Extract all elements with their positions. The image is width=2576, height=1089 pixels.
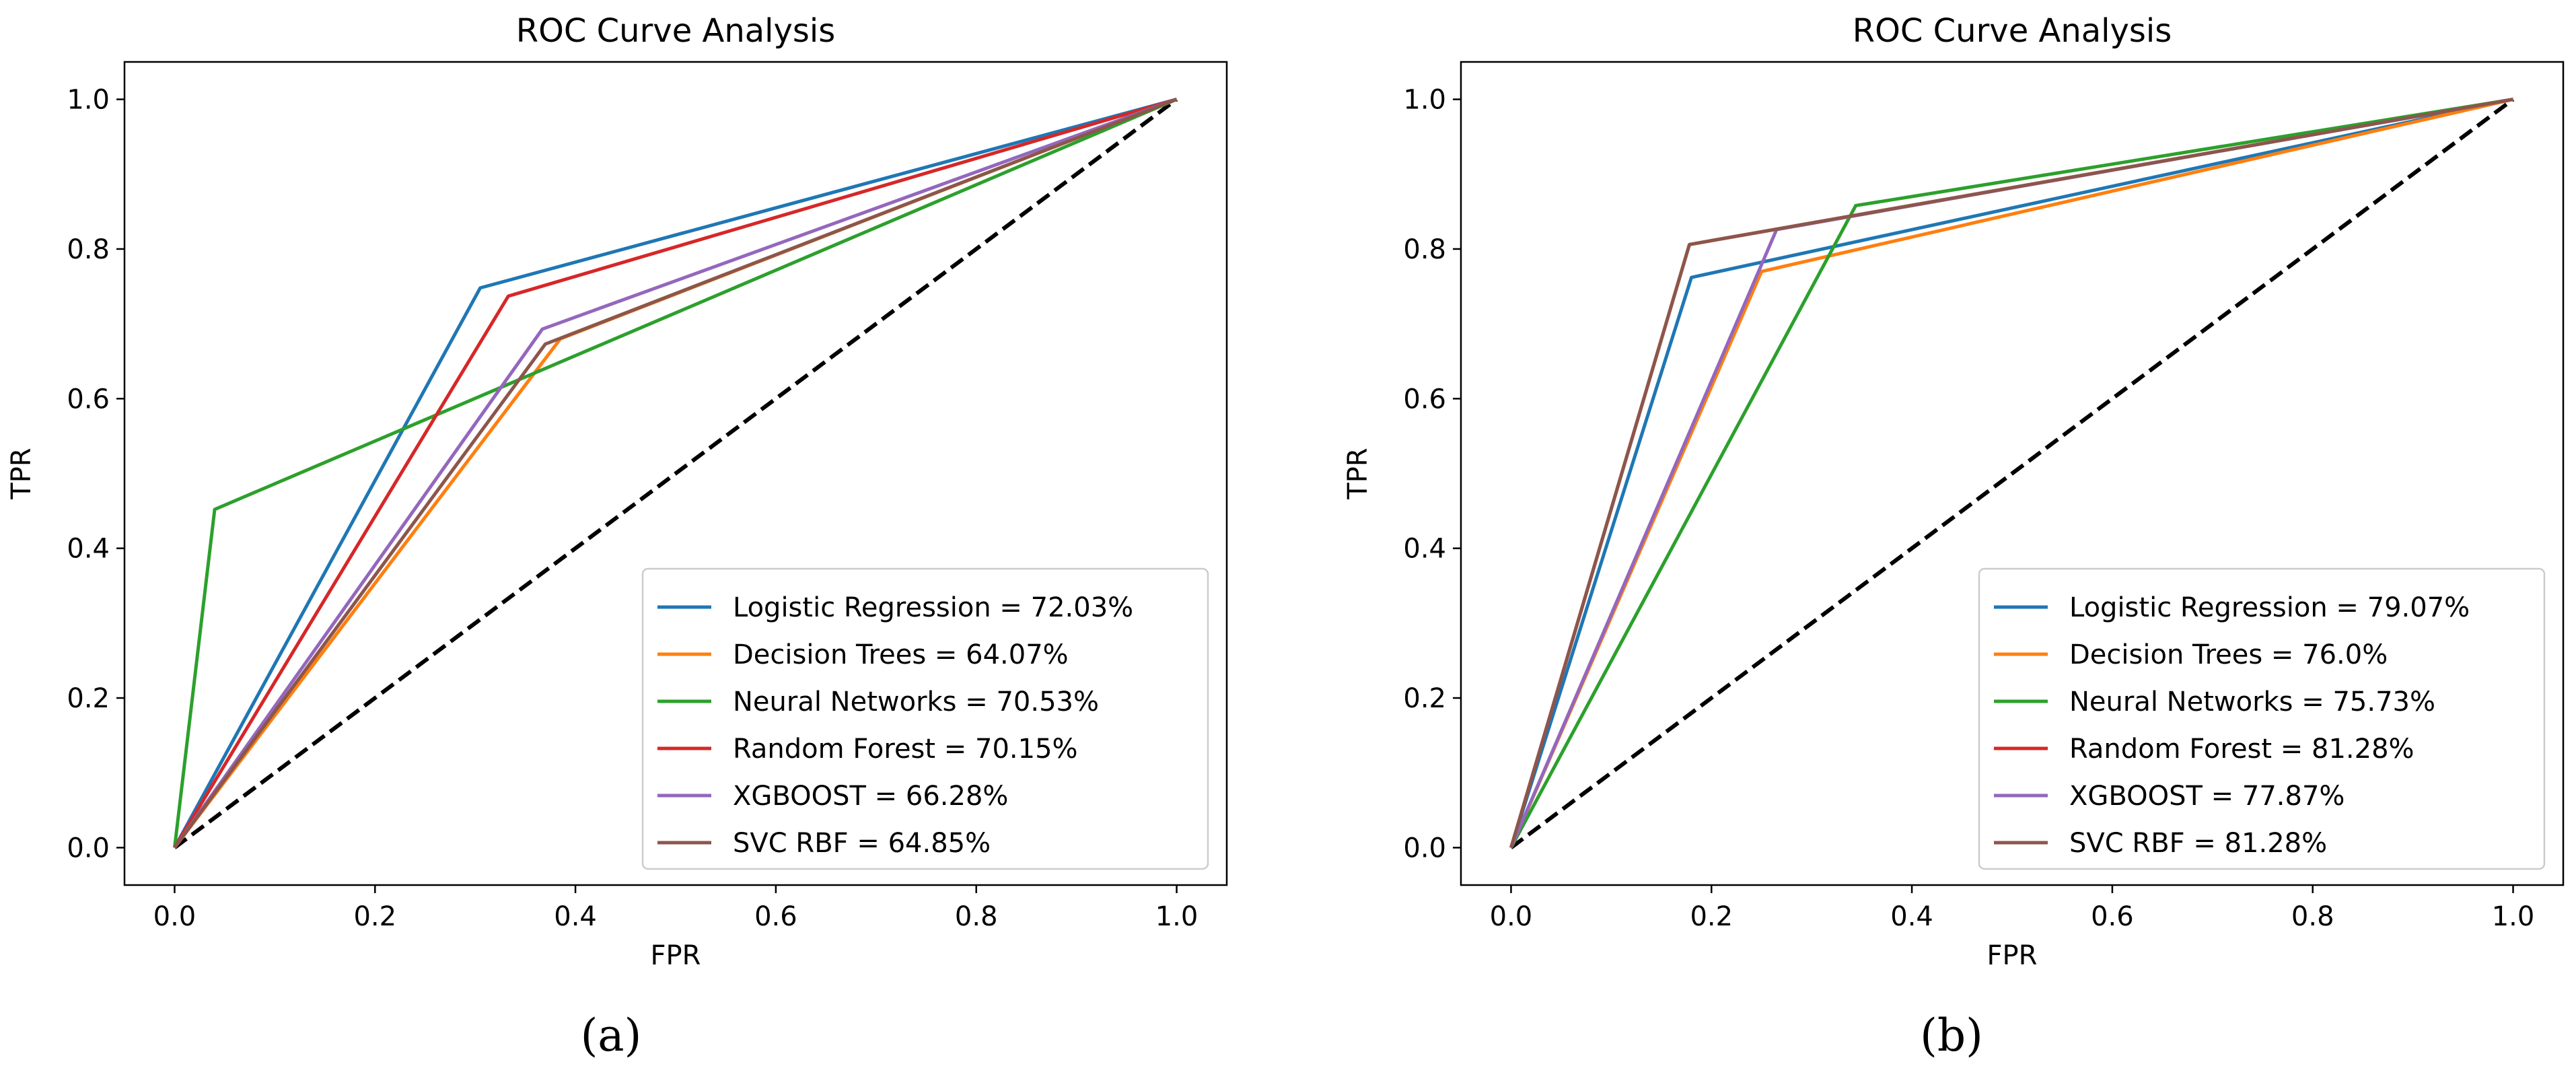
x-tick-label: 0.8: [955, 901, 998, 932]
x-axis-label: FPR: [1987, 940, 2038, 971]
legend-label: XGBOOST = 66.28%: [733, 781, 1008, 812]
legend-label: Decision Trees = 76.0%: [2069, 639, 2388, 670]
roc-chart-b: ROC Curve Analysis 0.0 0.2 0.4 0.6 0.8 1.0 0.0 0…: [1343, 12, 2565, 971]
y-tick-label: 0.4: [67, 534, 110, 565]
x-tick-label: 0.8: [2291, 901, 2334, 932]
legend-label: Random Forest = 81.28%: [2069, 734, 2414, 765]
y-tick-label: 0.6: [1403, 384, 1446, 415]
legend-label: SVC RBF = 64.85%: [733, 828, 991, 859]
x-tick-label: 0.4: [1890, 901, 1933, 932]
legend-label: Neural Networks = 75.73%: [2069, 687, 2435, 717]
legend-label: SVC RBF = 81.28%: [2069, 828, 2327, 859]
series-line-0: [173, 98, 1178, 849]
legend-label: Logistic Regression = 72.03%: [733, 592, 1133, 623]
chart-title: ROC Curve Analysis: [516, 12, 836, 50]
axes-frame: [123, 61, 1228, 886]
y-axis-label: TPR: [6, 448, 37, 499]
series-line-0: [1509, 98, 2514, 849]
legend-label: Random Forest = 70.15%: [733, 734, 1078, 765]
y-tick-label: 0.8: [67, 234, 110, 265]
y-tick-label: 1.0: [67, 85, 110, 116]
x-tick-label: 0.0: [1490, 901, 1533, 932]
legend: Logistic Regression = 79.07% Decision Tre…: [1978, 567, 2546, 870]
y-axis-label: TPR: [1343, 448, 1373, 499]
x-tick-label: 0.4: [554, 901, 597, 932]
series-line-2: [1509, 98, 2513, 849]
x-tick-label: 0.2: [1690, 901, 1733, 932]
y-tick-label: 1.0: [1403, 85, 1446, 116]
roc-chart-a: ROC Curve Analysis 0.0 0.2 0.4 0.6 0.8 1.0 0.0 0…: [6, 12, 1228, 971]
y-tick-label: 0.2: [67, 683, 110, 714]
axes-frame: [1460, 61, 2565, 886]
legend-label: Neural Networks = 70.53%: [733, 687, 1099, 717]
x-tick-label: 0.6: [754, 901, 797, 932]
y-tick-label: 0.6: [67, 384, 110, 415]
y-tick-label: 0.8: [1403, 234, 1446, 265]
y-tick-label: 0.4: [1403, 534, 1446, 565]
series-line-5: [1509, 98, 2513, 849]
x-tick-label: 0.0: [153, 901, 196, 932]
x-tick-label: 0.6: [2091, 901, 2134, 932]
legend: Logistic Regression = 72.03% Decision Tre…: [641, 567, 1209, 870]
series-line-3: [173, 98, 1178, 849]
y-tick-label: 0.0: [67, 833, 110, 864]
series-line-5: [173, 98, 1178, 849]
roc-chart-panel-a: ROC Curve Analysis 0.0 0.2 0.4 0.6 0.8 1.0 0.0 0…: [6, 12, 1228, 1061]
reference-diagonal-line: [1509, 98, 2515, 849]
x-tick-label: 0.2: [353, 901, 396, 932]
legend-box: [641, 567, 1209, 870]
y-tick-label: 0.0: [1403, 833, 1446, 864]
legend-label: XGBOOST = 77.87%: [2069, 781, 2345, 812]
x-tick-label: 1.0: [2492, 901, 2535, 932]
x-axis-label: FPR: [651, 940, 701, 971]
roc-chart-panel-b: ROC Curve Analysis 0.0 0.2 0.4 0.6 0.8 1.0 0.0 0…: [1288, 0, 2576, 1089]
chart-title: ROC Curve Analysis: [1853, 12, 2172, 50]
legend-box: [1978, 567, 2546, 870]
panel-caption-a: (a): [580, 1010, 642, 1061]
series-line-4: [173, 98, 1178, 849]
reference-diagonal-line: [173, 98, 1178, 849]
legend-label: Logistic Regression = 79.07%: [2069, 592, 2470, 623]
legend-label: Decision Trees = 64.07%: [733, 639, 1069, 670]
series-line-2: [172, 98, 1178, 848]
panel-caption-b: (b): [1920, 1010, 1983, 1061]
y-tick-label: 0.2: [1403, 683, 1446, 714]
x-tick-label: 1.0: [1155, 901, 1198, 932]
